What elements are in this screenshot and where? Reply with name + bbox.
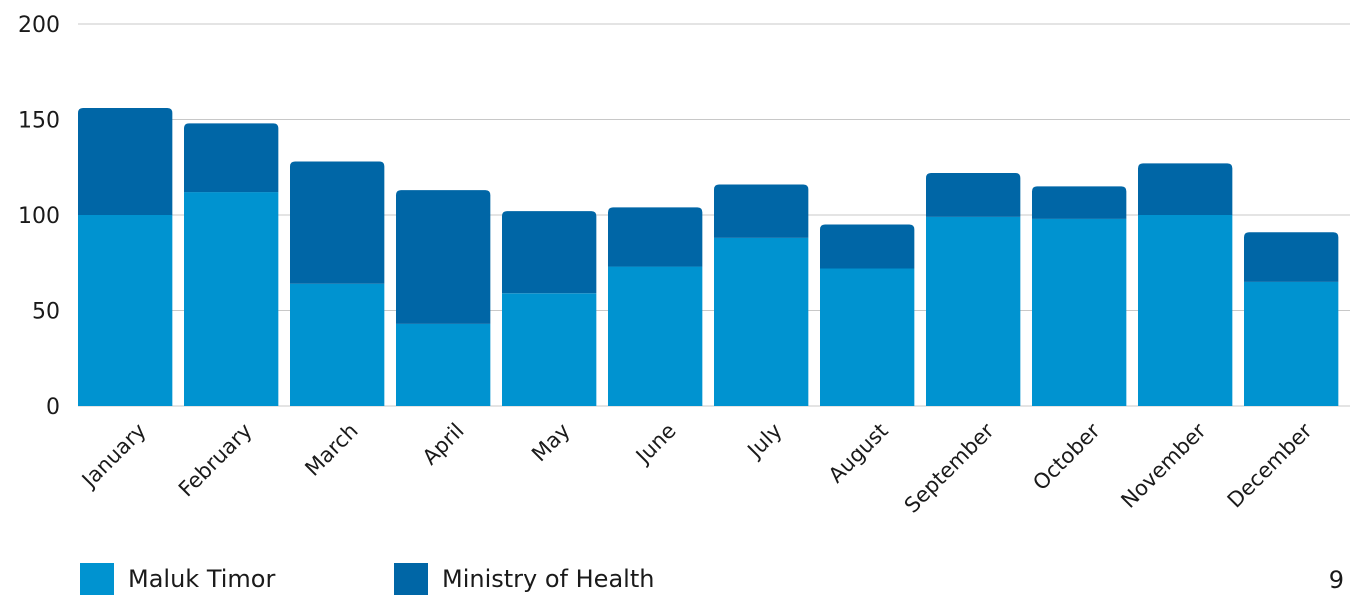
bar-march-maluk-timor xyxy=(290,283,385,406)
bar-february-maluk-timor xyxy=(184,192,279,406)
legend-label-maluk-timor: Maluk Timor xyxy=(128,565,276,593)
page-number: 9 xyxy=(1328,566,1344,594)
x-tick-label-september: September xyxy=(900,418,999,517)
bar-august-maluk-timor xyxy=(820,268,915,406)
y-axis-tick-labels: 0 50 100 150 200 xyxy=(18,13,60,420)
x-tick-label-january: January xyxy=(76,419,151,494)
bar-september-maluk-timor xyxy=(926,216,1021,406)
x-tick-label-june: June xyxy=(630,419,681,470)
bars xyxy=(78,108,1339,406)
legend-swatch-ministry-of-health xyxy=(394,563,428,595)
bar-october-ministry-of-health xyxy=(1032,186,1127,219)
bar-february-ministry-of-health xyxy=(184,123,279,193)
y-tick-label: 0 xyxy=(46,395,60,420)
bar-june-ministry-of-health xyxy=(608,207,703,267)
bar-january-maluk-timor xyxy=(78,215,173,406)
stacked-bar-chart: 0 50 100 150 200 January February March April Ma… xyxy=(18,13,1350,518)
x-tick-label-december: December xyxy=(1223,418,1317,512)
bar-november-maluk-timor xyxy=(1138,215,1233,406)
legend-swatch-maluk-timor xyxy=(80,563,114,595)
bar-december-maluk-timor xyxy=(1244,281,1339,406)
x-tick-label-october: October xyxy=(1028,418,1105,495)
bar-august-ministry-of-health xyxy=(820,224,915,269)
y-tick-label: 200 xyxy=(18,13,60,38)
bar-may-ministry-of-health xyxy=(502,211,597,294)
bar-december-ministry-of-health xyxy=(1244,232,1339,282)
bar-may-maluk-timor xyxy=(502,293,597,406)
legend-label-ministry-of-health: Ministry of Health xyxy=(442,565,655,593)
x-tick-label-july: July xyxy=(742,419,787,464)
bar-september-ministry-of-health xyxy=(926,172,1021,217)
bar-june-maluk-timor xyxy=(608,266,703,406)
x-tick-label-april: April xyxy=(418,419,469,470)
bar-april-maluk-timor xyxy=(396,323,491,406)
x-tick-label-november: November xyxy=(1116,418,1210,512)
bar-july-maluk-timor xyxy=(714,237,809,406)
bar-november-ministry-of-health xyxy=(1138,163,1233,215)
bar-january-ministry-of-health xyxy=(78,108,173,215)
x-tick-label-august: August xyxy=(824,419,893,488)
legend: Maluk Timor Ministry of Health xyxy=(80,563,708,595)
bar-july-ministry-of-health xyxy=(714,184,809,238)
x-tick-label-may: May xyxy=(527,419,575,467)
legend-item-maluk-timor: Maluk Timor xyxy=(80,563,394,595)
bar-october-maluk-timor xyxy=(1032,218,1127,406)
x-tick-label-march: March xyxy=(300,419,362,481)
legend-item-ministry-of-health: Ministry of Health xyxy=(394,563,708,595)
bar-april-ministry-of-health xyxy=(396,190,491,324)
bar-march-ministry-of-health xyxy=(290,161,385,284)
y-tick-label: 50 xyxy=(32,300,60,325)
x-axis-category-labels: January February March April May June July Augu… xyxy=(76,418,1317,517)
y-tick-label: 150 xyxy=(18,109,60,134)
x-tick-label-february: February xyxy=(174,419,257,502)
y-tick-label: 100 xyxy=(18,204,60,229)
